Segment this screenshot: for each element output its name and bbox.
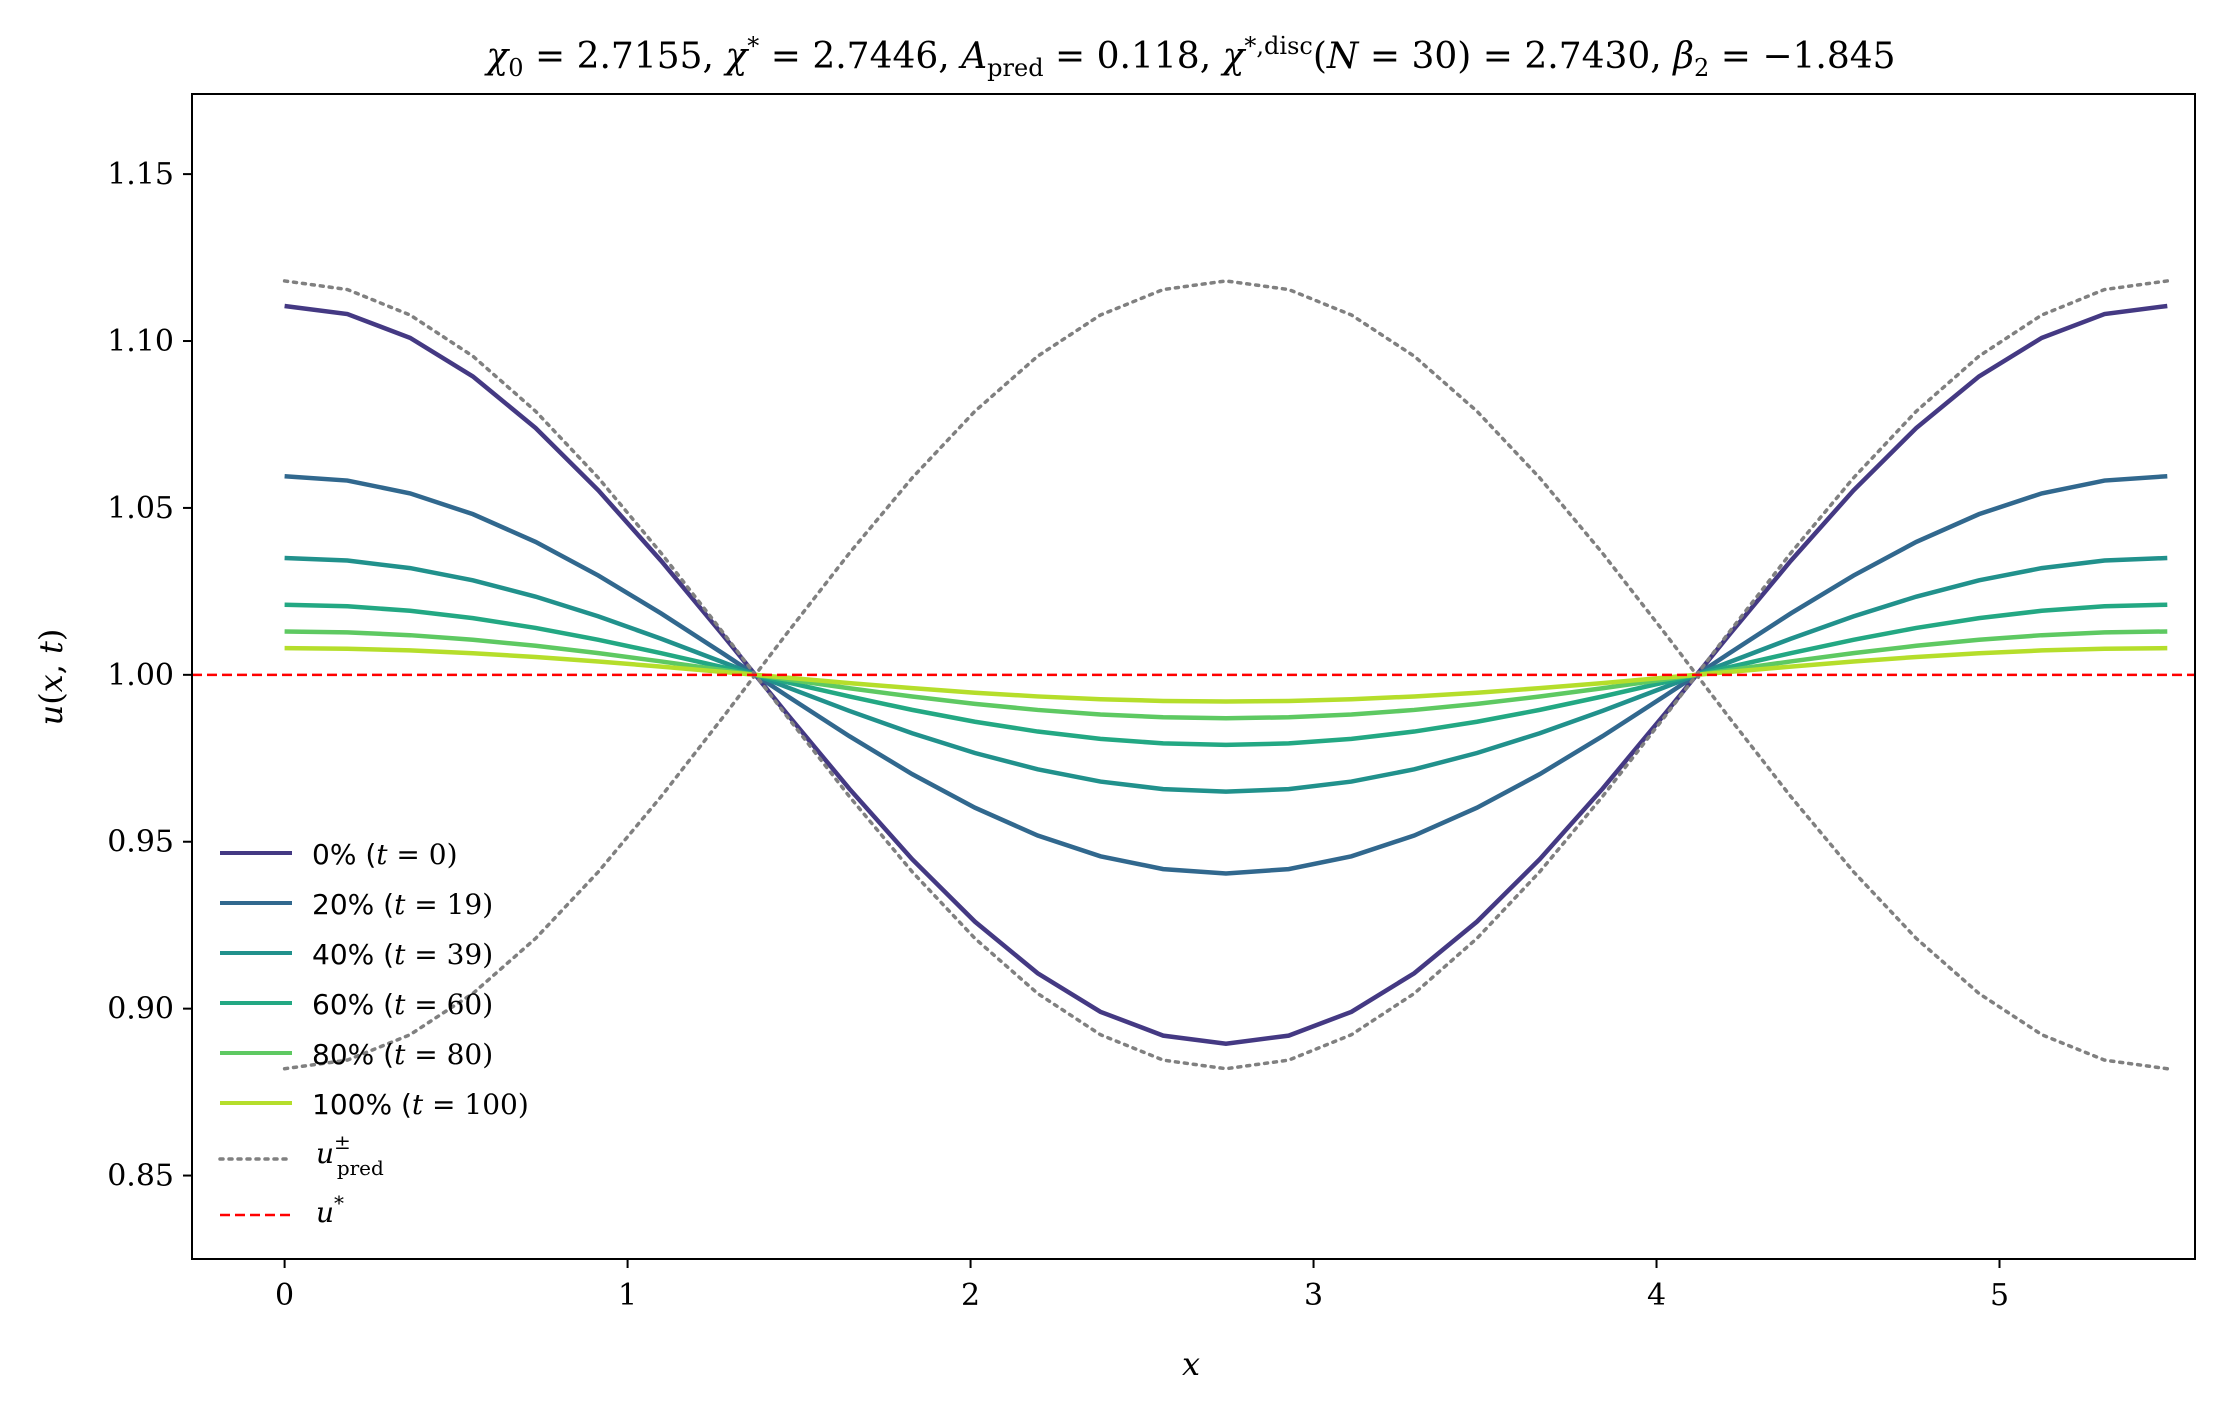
- y-tick-label: 1.05: [107, 491, 174, 526]
- legend: 0% (t = 0) 20% (t = 19) 40% (t = 39) 60%…: [218, 838, 529, 1229]
- legend-label-2: 40% (t = 39): [312, 938, 493, 971]
- legend-label-5: 100% (t = 100): [312, 1088, 529, 1121]
- x-axis-label: x: [1182, 1345, 1200, 1383]
- y-tick-label: 1.10: [107, 324, 174, 359]
- legend-label-7: u*: [316, 1191, 344, 1229]
- y-tick-label: 0.85: [107, 1159, 174, 1194]
- series-line-1: [284, 473, 2168, 876]
- legend-label-3: 60% (t = 60): [312, 988, 493, 1021]
- legend-label-4: 80% (t = 80): [312, 1038, 493, 1071]
- axis-ticks: 0 1 2 3 4 5 0.85 0.90 0.95 1.00 1.05 1.10 1.15: [107, 157, 2009, 1313]
- series-line-0: [284, 303, 2168, 1046]
- y-tick-label: 0.95: [107, 825, 174, 860]
- y-tick-label: 0.90: [107, 992, 174, 1027]
- legend-label-1: 20% (t = 19): [312, 888, 493, 921]
- series-line-5: [284, 645, 2168, 704]
- series-line-4: [284, 629, 2168, 721]
- series-line-3: [284, 602, 2168, 748]
- x-tick-label: 0: [275, 1278, 294, 1313]
- y-tick-label: 1.00: [107, 658, 174, 693]
- series-line-2: [284, 555, 2168, 794]
- y-tick-label: 1.15: [107, 157, 174, 192]
- legend-label-0: 0% (t = 0): [312, 838, 458, 871]
- series-line-upred-minus: [282, 279, 2170, 1071]
- plot-lines: [192, 279, 2195, 1071]
- x-tick-label: 5: [1990, 1278, 2009, 1313]
- legend-label-6: u± pred: [316, 1130, 384, 1180]
- x-tick-label: 4: [1647, 1278, 1666, 1313]
- x-tick-label: 2: [961, 1278, 980, 1313]
- plot-frame: [191, 93, 2196, 1260]
- chart-title: χ0 = 2.7155, χ* = 2.7446, Apred = 0.118,…: [483, 32, 1895, 82]
- series-line-upred-plus: [282, 279, 2170, 1071]
- x-tick-label: 1: [618, 1278, 637, 1313]
- y-axis-label: u(x, t): [32, 629, 70, 726]
- x-tick-label: 3: [1304, 1278, 1323, 1313]
